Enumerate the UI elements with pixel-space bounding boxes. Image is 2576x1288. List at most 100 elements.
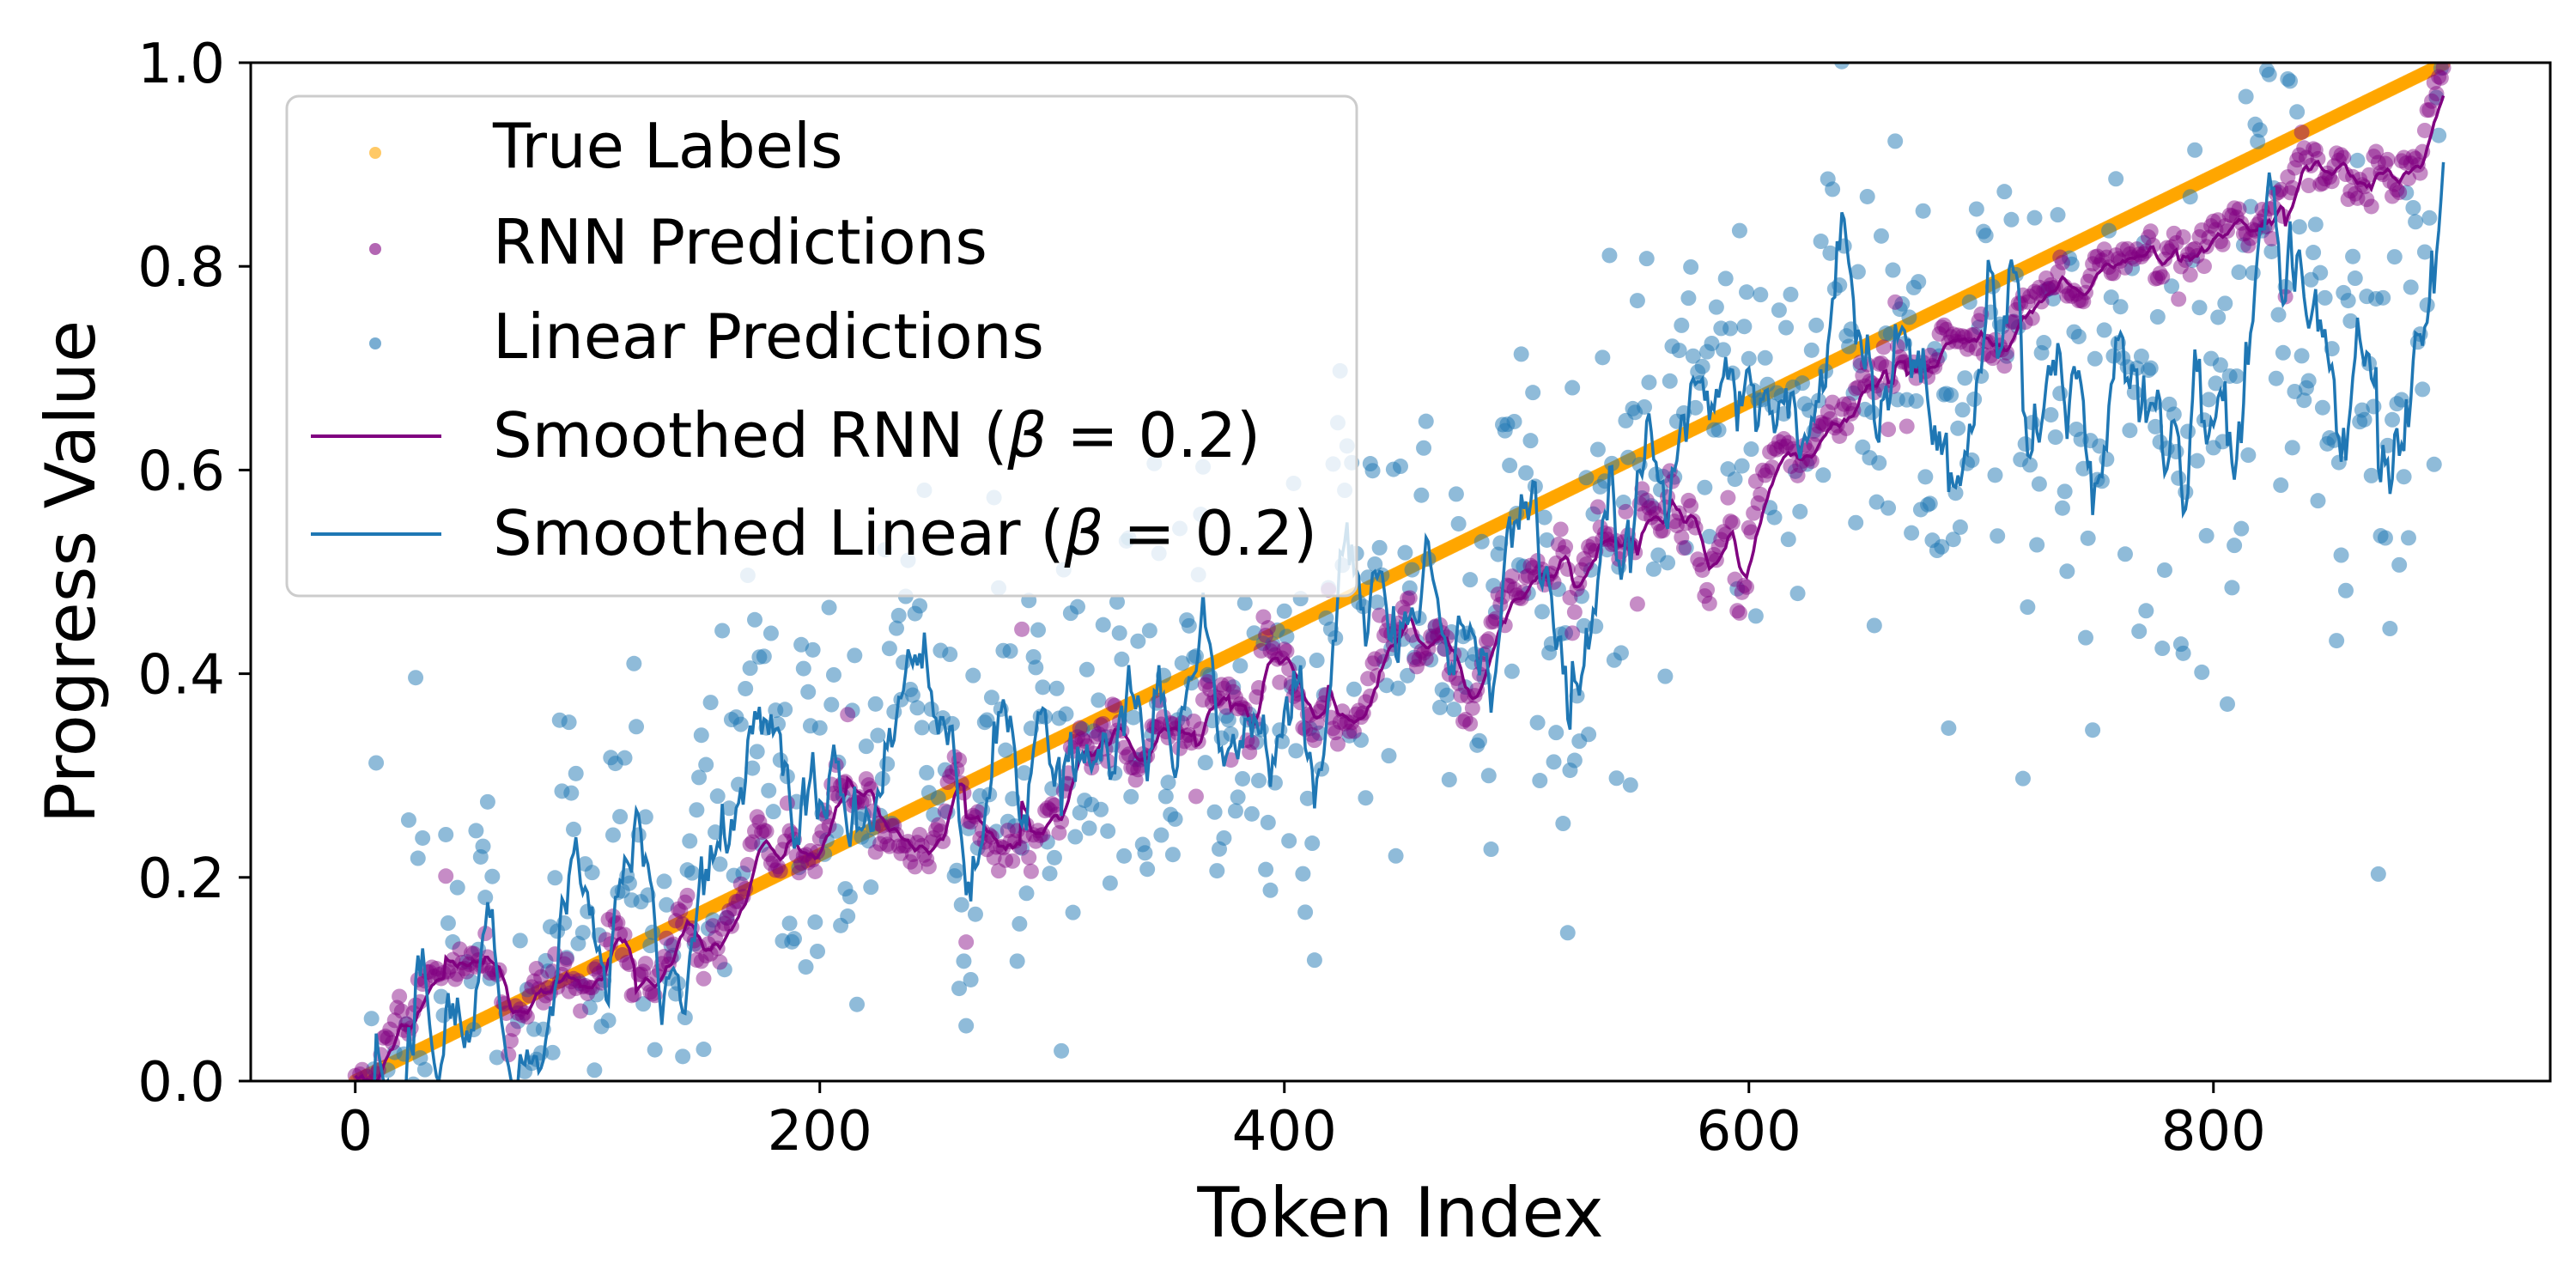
linear-prediction-point [2138, 603, 2154, 619]
linear-prediction-point [967, 906, 983, 922]
rnn-prediction-point [1074, 731, 1091, 747]
linear-prediction-point [1341, 727, 1358, 744]
rnn-prediction-point [449, 966, 465, 982]
rnn-prediction-point [1769, 441, 1785, 458]
rnn-prediction-point [670, 901, 686, 917]
rnn-prediction-point [1462, 715, 1479, 732]
linear-prediction-point [1030, 622, 1047, 638]
rnn-prediction-point [2029, 285, 2045, 301]
linear-prediction-point [1188, 648, 1204, 665]
linear-prediction-point [791, 860, 807, 876]
rnn-prediction-point [1789, 467, 1806, 483]
rnn-prediction-point [389, 999, 405, 1016]
rnn-prediction-point [2159, 240, 2175, 256]
rnn-prediction-point [2424, 93, 2440, 109]
rnn-prediction-point [2340, 191, 2356, 208]
linear-prediction-point [1660, 555, 1676, 571]
x-tick-label: 200 [768, 1100, 872, 1163]
rnn-prediction-point [1457, 711, 1473, 727]
linear-prediction-point [735, 866, 751, 882]
y-axis-label: Progress Value [31, 320, 111, 824]
rnn-prediction-point [1873, 355, 1889, 371]
rnn-prediction-point [749, 809, 765, 825]
linear-prediction-point [1250, 773, 1267, 789]
rnn-prediction-point [1697, 588, 1713, 605]
rnn-prediction-point [526, 973, 543, 989]
linear-prediction-point [2431, 127, 2447, 143]
linear-prediction-point [2312, 264, 2329, 281]
linear-prediction-point [1815, 467, 1832, 483]
rnn-prediction-point [1518, 569, 1534, 586]
linear-prediction-point [1637, 398, 1653, 415]
linear-prediction-point [1236, 595, 1253, 611]
rnn-prediction-point [751, 814, 768, 830]
rnn-prediction-point [716, 915, 732, 932]
linear-prediction-point [1397, 544, 1413, 561]
rnn-prediction-point [1713, 532, 1729, 548]
linear-prediction-point [617, 750, 633, 766]
linear-prediction-point [1908, 393, 1924, 410]
linear-prediction-point [1757, 349, 1773, 366]
rnn-prediction-point [779, 795, 795, 811]
rnn-prediction-point [746, 823, 762, 839]
rnn-prediction-point [1464, 700, 1480, 716]
rnn-prediction-point [742, 836, 758, 853]
linear-prediction-point [1787, 463, 1803, 479]
linear-prediction-point [1309, 652, 1325, 668]
linear-prediction-point [1945, 532, 1961, 548]
linear-prediction-point [847, 647, 863, 664]
linear-prediction-point [1506, 413, 1522, 429]
linear-prediction-point [2400, 530, 2416, 546]
linear-prediction-point [1358, 790, 1374, 806]
rnn-prediction-point [1922, 347, 1938, 363]
linear-prediction-point [1297, 904, 1314, 920]
linear-prediction-point [2057, 483, 2073, 500]
linear-prediction-point [1922, 495, 1938, 512]
rnn-prediction-point [1589, 499, 1606, 515]
linear-prediction-point [1996, 184, 2013, 200]
linear-prediction-point [2275, 344, 2291, 361]
linear-prediction-point [926, 806, 942, 823]
rnn-prediction-point [1329, 736, 1346, 752]
linear-prediction-point [1950, 420, 1966, 436]
linear-prediction-point [2224, 580, 2240, 596]
linear-prediction-point [702, 695, 719, 711]
rnn-prediction-point [2293, 124, 2310, 140]
rnn-prediction-point [2366, 149, 2382, 165]
rnn-prediction-point [2168, 234, 2184, 251]
rnn-prediction-point [2379, 151, 2396, 167]
rnn-prediction-point [1739, 579, 1755, 595]
rnn-prediction-point [2421, 102, 2438, 118]
rnn-prediction-point [1968, 340, 1984, 356]
linear-prediction-point [2293, 348, 2310, 364]
rnn-prediction-point [1309, 714, 1325, 731]
linear-prediction-point [635, 996, 652, 1012]
rnn-prediction-point [712, 954, 728, 970]
linear-prediction-point [558, 950, 574, 966]
linear-prediction-point [2251, 122, 2268, 138]
rnn-prediction-point [1722, 513, 1739, 530]
linear-prediction-point [2356, 411, 2372, 428]
rnn-prediction-point [2171, 291, 2187, 307]
rnn-prediction-point [1813, 414, 1829, 430]
rnn-prediction-point [2182, 267, 2198, 283]
linear-prediction-point [1306, 952, 1322, 969]
rnn-prediction-point [2026, 283, 2043, 300]
rnn-prediction-point [2298, 149, 2314, 166]
rnn-prediction-point [2287, 160, 2303, 176]
rnn-prediction-point [1935, 317, 1952, 333]
legend-marker-true-labels [369, 147, 381, 159]
linear-prediction-point [1589, 441, 1606, 458]
linear-prediction-point [647, 1042, 663, 1058]
linear-prediction-point [1961, 294, 1978, 310]
linear-prediction-point [744, 760, 761, 776]
linear-prediction-point [1710, 422, 1727, 438]
linear-prediction-point [1346, 681, 1362, 697]
rnn-prediction-point [2398, 155, 2415, 171]
linear-prediction-point [1595, 349, 1611, 366]
rnn-prediction-point [998, 852, 1014, 868]
linear-prediction-point [644, 924, 660, 940]
rnn-prediction-point [1899, 418, 1915, 434]
rnn-prediction-point [2396, 149, 2412, 166]
rnn-prediction-point [2087, 249, 2103, 265]
